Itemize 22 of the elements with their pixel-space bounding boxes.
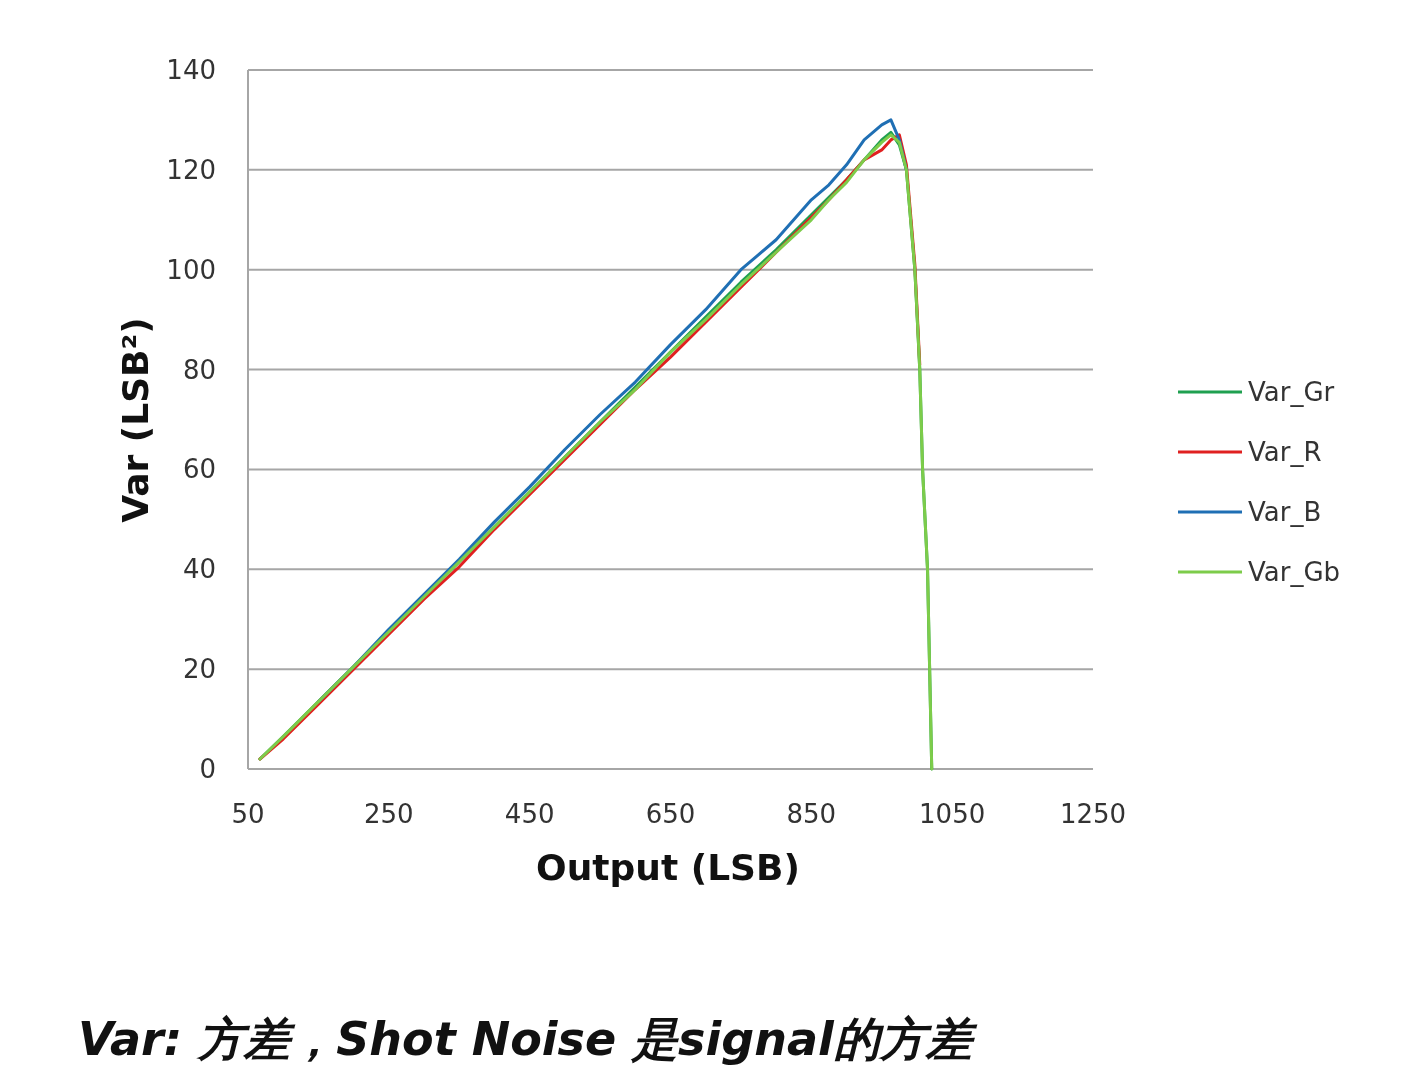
x-tick-label: 50: [231, 799, 265, 829]
y-tick-label: 0: [199, 754, 216, 784]
y-axis-title: Var (LSB²): [115, 317, 156, 523]
y-tick-label: 120: [166, 154, 216, 185]
x-tick-label: 1250: [1059, 799, 1127, 829]
y-tick-label: 100: [166, 254, 216, 285]
y-tick-label: 80: [182, 354, 216, 385]
legend-label: Var_Gr: [1248, 377, 1335, 407]
legend-label: Var_Gb: [1248, 557, 1341, 587]
y-tick-label: 40: [182, 554, 216, 585]
y-tick-label: 20: [182, 654, 216, 685]
y-tick-label: 140: [166, 55, 216, 85]
x-tick-label: 850: [786, 799, 837, 829]
x-tick-label: 650: [645, 799, 696, 829]
y-tick-label: 60: [182, 454, 216, 485]
legend-label: Var_B: [1248, 497, 1322, 527]
text: Var: 方差，Shot Noise 是signal的方差: [78, 1012, 978, 1066]
x-axis-title: Output (LSB): [536, 847, 800, 888]
x-tick-label: 250: [364, 799, 414, 829]
x-tick-label: 450: [504, 799, 555, 829]
x-tick-label: 1050: [919, 799, 986, 829]
legend-label: Var_R: [1248, 437, 1322, 467]
